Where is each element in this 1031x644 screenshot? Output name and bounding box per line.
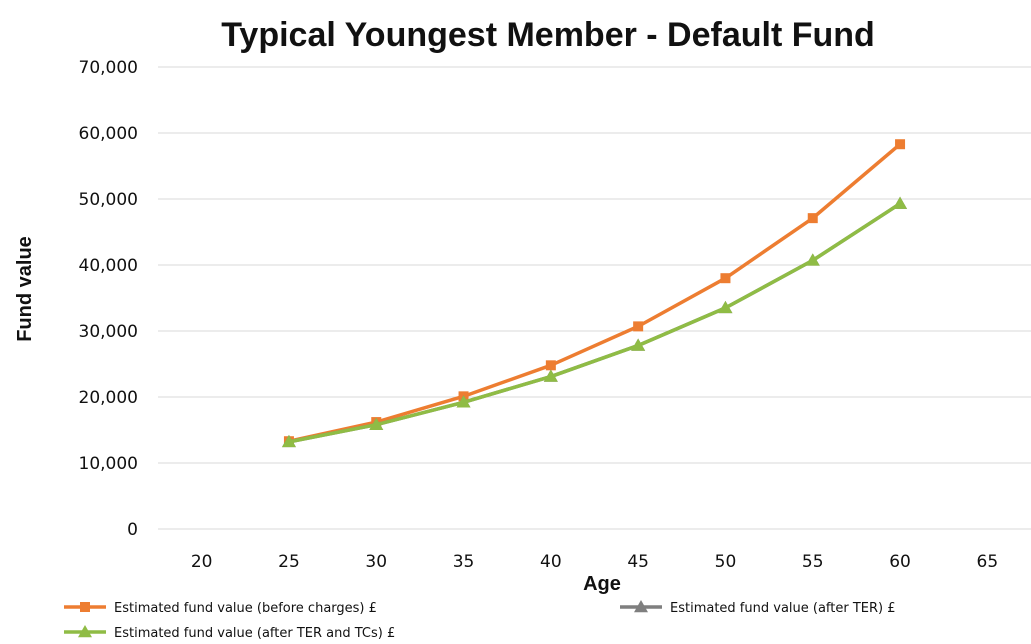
chart-title: Typical Youngest Member - Default Fund — [221, 16, 875, 54]
y-tick-label: 30,000 — [79, 322, 138, 342]
series-1 — [283, 139, 906, 447]
series-3 — [281, 196, 908, 448]
y-tick-label: 20,000 — [79, 388, 138, 408]
x-tick-label: 55 — [802, 552, 824, 572]
legend-marker — [80, 602, 90, 612]
data-point — [895, 139, 906, 150]
y-tick-label: 70,000 — [79, 58, 138, 78]
data-point — [720, 273, 731, 284]
data-point — [281, 434, 296, 448]
data-point — [805, 253, 820, 266]
x-tick-label: 35 — [453, 552, 475, 572]
y-tick-label: 50,000 — [79, 190, 138, 210]
series-line — [288, 202, 902, 444]
legend-item: Estimated fund value (before charges) £ — [64, 601, 377, 616]
x-tick-label: 40 — [540, 552, 562, 572]
data-point — [718, 300, 733, 314]
legend-item: Estimated fund value (after TER) £ — [620, 600, 896, 616]
x-axis-ticks: 20 25 30 35 40 45 50 55 60 65 — [191, 552, 998, 572]
data-point — [369, 417, 384, 430]
data-point — [456, 395, 471, 408]
series-lines — [281, 139, 908, 448]
legend-label: Estimated fund value (before charges) £ — [114, 601, 377, 616]
series-line — [288, 142, 902, 443]
data-point — [543, 369, 558, 382]
x-tick-label: 30 — [365, 552, 387, 572]
y-axis-label: Fund value — [14, 236, 36, 342]
x-tick-label: 20 — [191, 552, 213, 572]
x-tick-label: 25 — [278, 552, 300, 572]
y-tick-label: 40,000 — [79, 256, 138, 276]
x-tick-label: 60 — [889, 552, 911, 572]
x-tick-label: 45 — [627, 552, 649, 572]
y-tick-label: 0 — [127, 520, 138, 540]
data-point — [545, 360, 556, 371]
legend-label: Estimated fund value (after TER and TCs)… — [114, 626, 395, 641]
gridlines — [158, 66, 1031, 530]
legend-marker — [634, 600, 648, 613]
x-tick-label: 65 — [977, 552, 999, 572]
x-tick-label: 50 — [715, 552, 737, 572]
data-point — [631, 338, 646, 351]
data-point — [633, 321, 644, 332]
y-tick-label: 10,000 — [79, 454, 138, 474]
series-2 — [281, 196, 908, 448]
x-axis-label: Age — [583, 573, 621, 595]
series-line — [288, 202, 902, 444]
data-point — [807, 213, 818, 224]
legend-marker — [78, 625, 92, 638]
y-axis-ticks: 0 10,000 20,000 30,000 40,000 50,000 60,000 70,… — [79, 58, 138, 540]
legend: Estimated fund value (before charges) £ E… — [64, 600, 896, 641]
legend-item: Estimated fund value (after TER and TCs)… — [64, 625, 395, 641]
y-tick-label: 60,000 — [79, 124, 138, 144]
legend-label: Estimated fund value (after TER) £ — [670, 601, 896, 616]
data-point — [893, 196, 908, 209]
